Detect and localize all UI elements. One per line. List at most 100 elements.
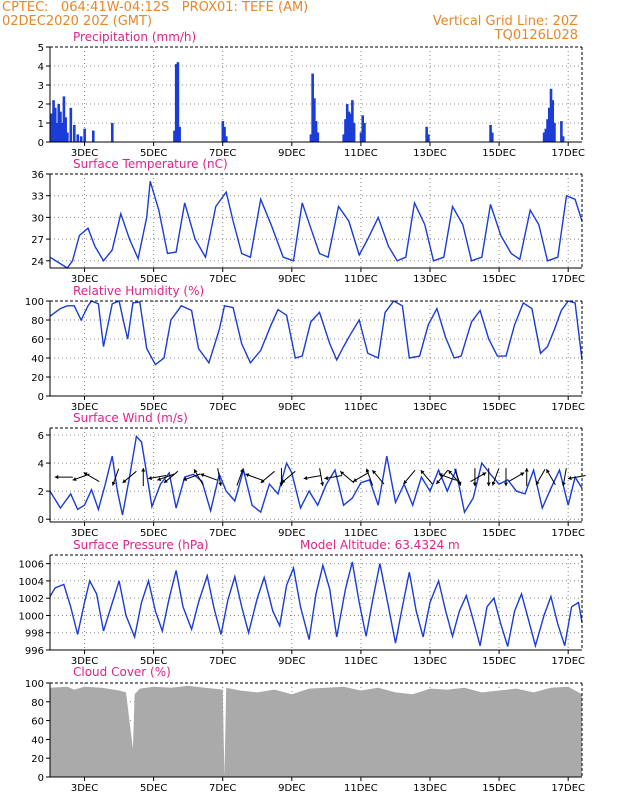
precip-bar [314, 121, 318, 142]
precip-bar [64, 117, 67, 142]
panel-3 [46, 300, 583, 400]
x-tick-label: 15DEC [482, 274, 516, 285]
y-tick-label: 0 [38, 773, 44, 784]
precip-bar [176, 62, 180, 143]
y-tick-label: 30 [31, 213, 44, 224]
y-tick-label: 40 [31, 354, 44, 365]
panel-4 [46, 427, 586, 526]
y-tick-label: 1004 [19, 577, 44, 588]
x-tick-label: 7DEC [209, 274, 236, 285]
precip-bar [560, 121, 563, 142]
wind-arrow-head [403, 480, 408, 484]
y-tick-label: 0 [38, 392, 44, 403]
wind-arrow-head [218, 482, 223, 486]
wind-arrow-head [164, 479, 168, 483]
wind-arrow-head [183, 477, 188, 481]
y-tick-label: 40 [31, 735, 44, 746]
y-tick-label: 60 [31, 335, 44, 346]
x-tick-label: 7DEC [209, 656, 236, 667]
y-tick-label: 2 [38, 487, 44, 498]
precip-bar [53, 107, 57, 142]
panel-title: Precipitation (mm/h) [73, 30, 196, 44]
panel-title: Surface Temperature (nC) [73, 157, 228, 171]
wind-arrow-head [535, 480, 540, 485]
y-tick-label: 6 [38, 431, 44, 442]
precip-bar [309, 134, 313, 142]
x-tick-label: 3DEC [71, 656, 98, 667]
panel-5 [46, 554, 583, 654]
precip-bar [546, 119, 549, 142]
x-tick-label: 3DEC [71, 528, 98, 539]
precip-bar [351, 100, 354, 142]
precip-bar [551, 100, 555, 142]
x-tick-label: 15DEC [482, 402, 516, 413]
y-tick-label: 1 [38, 119, 44, 130]
wind-arrow-head [122, 479, 127, 483]
precip-bar [544, 128, 548, 142]
x-tick-label: 11DEC [344, 656, 378, 667]
wind-arrow-head [372, 470, 377, 475]
y-tick-label: 80 [31, 316, 44, 327]
wind-arrow-head [546, 469, 550, 474]
wind-arrow-head [365, 468, 370, 473]
wind-arrow-head [524, 468, 529, 472]
x-tick-label: 7DEC [209, 783, 236, 794]
precip-bar [489, 124, 492, 142]
x-tick-label: 5DEC [140, 656, 167, 667]
precip-bar [359, 132, 363, 142]
wind-arrow-head [353, 478, 358, 482]
precip-bar [361, 115, 365, 142]
wind-arrow-head [111, 481, 116, 486]
series-line [49, 434, 583, 516]
x-tick-label: 5DEC [140, 148, 167, 159]
y-tick-label: 1006 [19, 560, 44, 571]
y-tick-label: 3 [38, 81, 44, 92]
cloud-area [50, 685, 582, 777]
wind-arrow-head [482, 472, 487, 477]
wind-arrow-head [239, 468, 244, 473]
y-tick-label: 60 [31, 717, 44, 728]
precip-bar [347, 111, 351, 142]
wind-arrow-head [340, 471, 345, 476]
x-tick-label: 9DEC [278, 656, 305, 667]
y-tick-label: 0 [38, 515, 44, 526]
x-tick-label: 11DEC [344, 274, 378, 285]
y-tick-label: 1002 [19, 594, 44, 605]
wind-arrow-head [457, 481, 462, 486]
wind-arrow-head [193, 469, 198, 474]
y-tick-label: 100 [25, 679, 44, 690]
x-tick-label: 5DEC [140, 402, 167, 413]
wind-arrow-head [448, 470, 453, 475]
precip-bar [316, 132, 320, 142]
header-title-line1: CPTEC: 064:41W-04:12S PROX01: TEFE (AM) [2, 0, 309, 15]
precip-bar [352, 123, 356, 142]
precip-bar [342, 134, 346, 142]
precip-bar [76, 134, 80, 142]
wind-arrow-head [148, 476, 152, 481]
series-line [49, 181, 583, 269]
wind-arrow-head [420, 470, 425, 475]
precip-bar [52, 100, 55, 142]
y-tick-label: 27 [31, 235, 44, 246]
wind-arrow-head [281, 479, 286, 483]
x-tick-label: 13DEC [413, 528, 447, 539]
wind-arrow-head [54, 475, 59, 480]
series-line [49, 300, 583, 366]
precip-bar [60, 123, 64, 142]
precip-bar [173, 130, 176, 142]
precip-bar [345, 104, 349, 142]
wind-arrow-head [561, 482, 566, 486]
x-tick-label: 15DEC [482, 148, 516, 159]
x-tick-label: 9DEC [278, 402, 305, 413]
panel-title: Relative Humidity (%) [73, 284, 204, 298]
x-tick-label: 17DEC [551, 148, 585, 159]
precip-bar [363, 123, 366, 142]
x-tick-label: 11DEC [344, 148, 378, 159]
x-tick-label: 13DEC [413, 656, 447, 667]
wind-arrow-head [324, 476, 329, 481]
precip-bar [66, 132, 69, 142]
precip-bar [59, 111, 62, 142]
precip-bar [344, 119, 347, 142]
x-tick-label: 15DEC [482, 783, 516, 794]
y-tick-label: 33 [31, 192, 44, 203]
